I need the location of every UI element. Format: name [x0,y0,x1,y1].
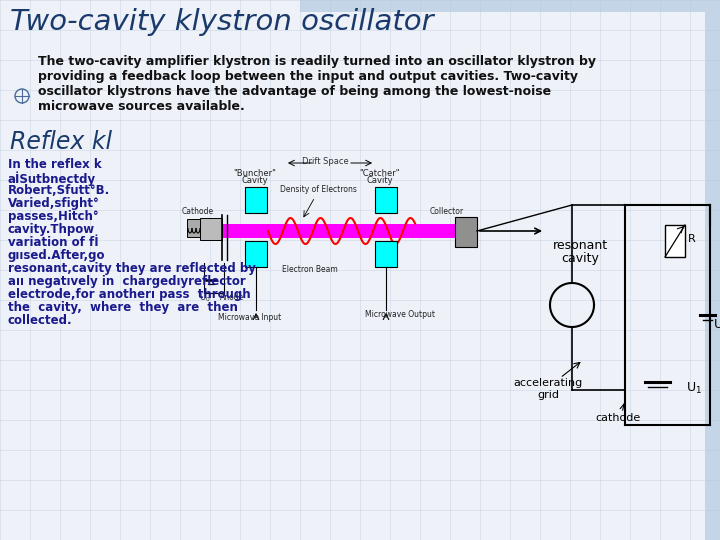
Text: providing a feedback loop between the input and output cavities. Two-cavity: providing a feedback loop between the in… [38,70,578,83]
Text: U$_1$: U$_1$ [686,381,702,395]
Bar [200,224,460,238]
Text: gıısed.After,go: gıısed.After,go [8,249,106,262]
Text: U$_2$: U$_2$ [713,318,720,333]
Text: electrode,for anotherı pass  through: electrode,for anotherı pass through [8,288,251,301]
Text: The two-cavity amplifier klystron is readily turned into an oscillator klystron : The two-cavity amplifier klystron is rea… [38,55,596,68]
Text: the  cavity,  where  they  are  then: the cavity, where they are then [8,301,238,314]
Text: collected.: collected. [8,314,73,327]
Text: Reflex kl: Reflex kl [10,130,112,154]
Text: R: R [688,234,696,244]
Text: cavity.Thpow: cavity.Thpow [8,223,95,236]
Bar [455,217,477,247]
Text: Cavity: Cavity [242,176,269,185]
Bar [375,241,397,267]
Text: In the reflex k: In the reflex k [8,158,102,171]
Text: grid: grid [537,390,559,400]
Text: Cathode: Cathode [182,207,214,216]
Bar [245,187,267,213]
Text: accelerating: accelerating [513,378,582,388]
Text: aıı negatıvely in  chargedıyreflector: aıı negatıvely in chargedıyreflector [8,275,246,288]
Bar [375,187,397,213]
Text: passes,Hitch°: passes,Hitch° [8,210,99,223]
Text: "Catcher": "Catcher" [360,169,400,178]
Text: oscillator klystrons have the advantage of being among the lowest-noise: oscillator klystrons have the advantage … [38,85,551,98]
Text: Two-cavity klystron oscillator: Two-cavity klystron oscillator [10,8,433,36]
Bar [705,0,720,540]
Text: microwave sources available.: microwave sources available. [38,100,245,113]
Text: Anode: Anode [220,293,244,302]
Text: aİSutbnectdy: aİSutbnectdy [8,171,96,186]
Bar [300,0,720,12]
Text: Microwave Input: Microwave Input [218,313,282,322]
Text: cavity: cavity [561,252,599,265]
Text: Drift Space: Drift Space [302,157,348,166]
Text: resonant,cavity they are reflected by: resonant,cavity they are reflected by [8,262,256,275]
Text: Collector: Collector [430,207,464,216]
Text: Density of Electrons: Density of Electrons [279,185,356,194]
Text: Varied,sfight°: Varied,sfight° [8,197,100,210]
Text: U$_0$: U$_0$ [199,291,211,303]
Text: Microwave Output: Microwave Output [365,310,435,319]
Bar [665,225,685,257]
Text: resonant: resonant [552,239,608,252]
Text: Cavity: Cavity [366,176,393,185]
Text: Electron Beam: Electron Beam [282,265,338,274]
Bar [245,241,267,267]
Text: variation of fİ: variation of fİ [8,236,99,249]
Bar [200,218,222,240]
Text: cathode: cathode [595,413,641,423]
Text: Robert,Sfutt°B.: Robert,Sfutt°B. [8,184,110,197]
Text: "Buncher": "Buncher" [233,169,276,178]
Bar [187,219,200,237]
